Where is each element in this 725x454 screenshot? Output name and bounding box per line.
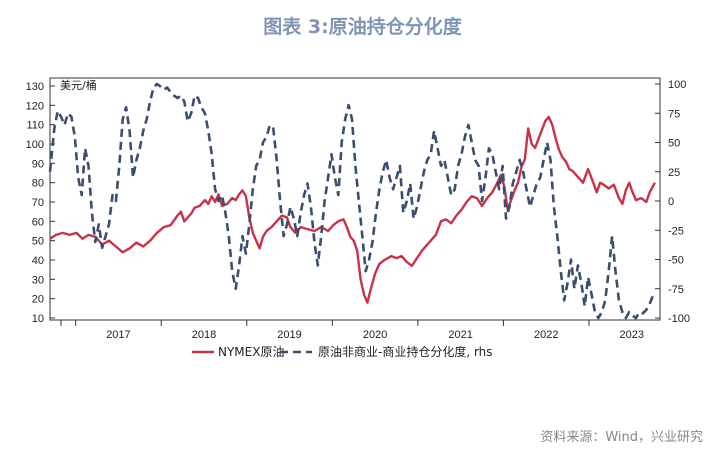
series-line-1 <box>49 115 656 304</box>
left-axis-tick-label: 70 <box>32 197 44 209</box>
x-axis-year-label: 2023 <box>620 329 644 341</box>
left-axis-unit-label: 美元/桶 <box>60 78 97 92</box>
x-axis-year-label: 2018 <box>192 329 216 341</box>
axes-group: 10 20 30 40 50 60 70 80 90 100 110 120 130 美元/桶 -100 -7… <box>26 77 690 341</box>
left-axis-tick-label: 110 <box>26 120 44 132</box>
x-axis-year-label: 2017 <box>106 329 130 341</box>
right-axis-tick-label: -25 <box>668 225 684 237</box>
left-axis-tick-label: 100 <box>26 139 44 151</box>
source-note: 资料来源：Wind，兴业研究 <box>540 430 703 445</box>
series-line-2 <box>48 82 655 320</box>
plot-frame <box>49 77 661 321</box>
x-axis-year-label: 2020 <box>363 329 387 341</box>
left-axis-tick-label: 40 <box>32 255 44 267</box>
right-axis-tick-label: 75 <box>668 108 680 120</box>
legend: NYMEX原油 原油非商业-商业持仓分化度, rhs <box>192 344 493 359</box>
x-axis-year-label: 2019 <box>277 329 301 341</box>
left-axis-tick-label: 20 <box>32 294 44 306</box>
series-group <box>48 82 656 320</box>
left-axis-tick-label: 60 <box>32 216 44 228</box>
left-axis-tick-label: 10 <box>32 313 44 325</box>
left-axis-tick-label: 80 <box>32 178 44 190</box>
x-axis-year-label: 2021 <box>448 329 472 341</box>
right-axis-tick-label: 25 <box>668 167 680 179</box>
left-axis-tick-label: 30 <box>32 274 44 286</box>
right-axis-tick-label: 100 <box>668 79 686 91</box>
right-axis-tick-label: -100 <box>668 313 690 325</box>
x-axis-year-label: 2022 <box>534 329 558 341</box>
left-axis-tick-label: 130 <box>26 81 44 93</box>
right-axis-tick-label: -75 <box>668 284 684 296</box>
right-axis-tick-label: 0 <box>668 196 674 208</box>
right-axis-tick-label: -50 <box>668 255 684 267</box>
legend-label-2: 原油非商业-商业持仓分化度, rhs <box>318 344 493 359</box>
right-axis-tick-label: 50 <box>668 138 680 150</box>
legend-label-1: NYMEX原油 <box>218 345 284 359</box>
left-axis-tick-label: 50 <box>32 236 44 248</box>
left-axis-tick-label: 120 <box>26 100 44 112</box>
left-axis-tick-label: 90 <box>32 158 44 170</box>
chart-title: 图表 3:原油持仓分化度 <box>263 16 462 38</box>
